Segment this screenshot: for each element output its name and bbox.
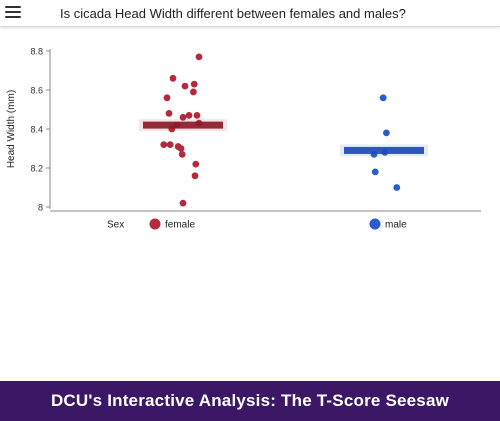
y-tick-label: 8: [38, 203, 43, 213]
female-point: [165, 110, 173, 117]
legend-male-label: male: [385, 220, 407, 231]
female-point: [177, 145, 185, 152]
legend-female-swatch: [149, 218, 161, 230]
female-point: [193, 111, 201, 119]
y-tick-label: 8.4: [30, 125, 43, 135]
female-point: [160, 141, 168, 148]
footer-banner: DCU's Interactive Analysis: The T-Score …: [0, 381, 500, 421]
footer-title: DCU's Interactive Analysis: The T-Score …: [50, 391, 450, 410]
page-question: Is cicada Head Width different between f…: [60, 6, 406, 21]
dot-plot-chart: 8 8.2 8.4 8.6 8.8 Head Width (mm) Sex female mal…: [6, 47, 481, 231]
male-point: [393, 184, 401, 191]
male-point: [383, 129, 390, 137]
female-point: [163, 94, 171, 102]
legend-male-swatch: [369, 218, 381, 230]
female-point: [179, 199, 187, 207]
y-tick-label: 8.8: [30, 47, 43, 57]
male-point: [379, 94, 387, 102]
y-axis-label: Head Width (mm): [6, 90, 17, 168]
hamburger-menu-icon[interactable]: [5, 4, 21, 20]
female-point: [166, 141, 174, 148]
female-point: [181, 82, 189, 90]
chart-area: 8 8.2 8.4 8.6 8.8 Head Width (mm) Sex female mal…: [0, 27, 500, 377]
male-point: [371, 168, 379, 176]
legend-title: Sex: [107, 220, 124, 231]
female-point: [190, 88, 197, 96]
female-point: [191, 172, 199, 180]
y-tick-label: 8.2: [30, 164, 43, 174]
female-point: [178, 150, 186, 158]
legend-female-label: female: [165, 220, 195, 231]
male-mean-bar: [344, 146, 424, 154]
female-point: [185, 111, 193, 119]
y-tick-label: 8.6: [30, 86, 43, 96]
top-bar: Is cicada Head Width different between f…: [0, 0, 500, 27]
female-mean-bar: [143, 121, 223, 129]
female-point: [190, 80, 198, 88]
female-point: [169, 74, 177, 82]
female-point: [192, 160, 200, 168]
female-point: [179, 113, 187, 121]
female-point: [195, 53, 203, 61]
